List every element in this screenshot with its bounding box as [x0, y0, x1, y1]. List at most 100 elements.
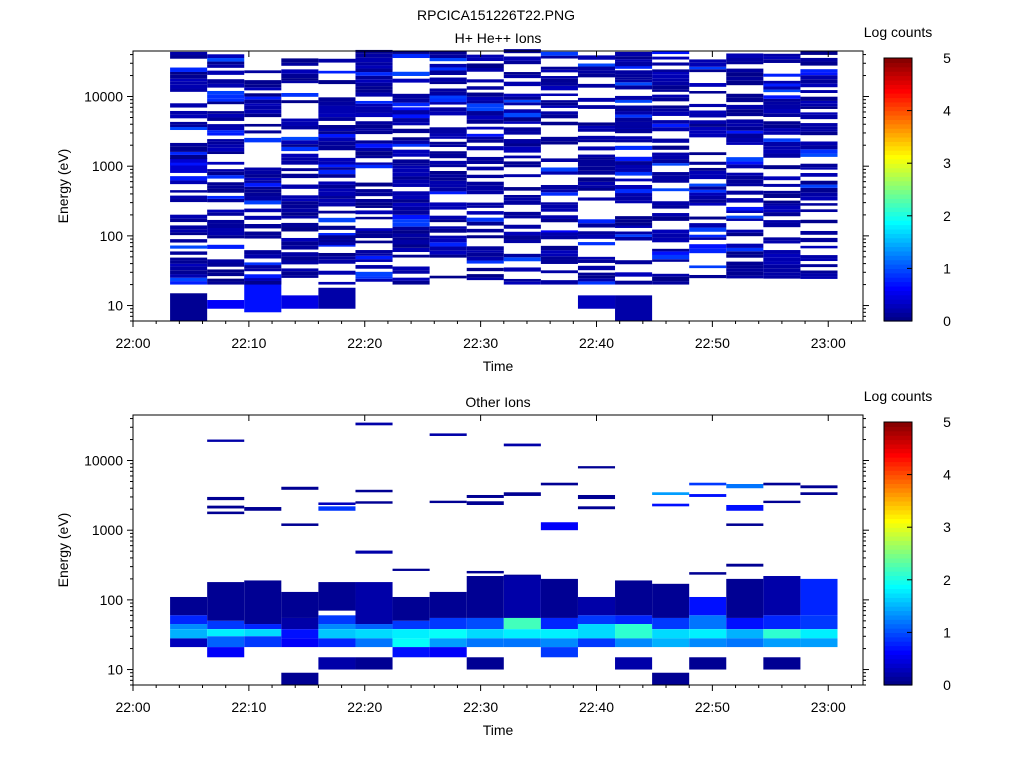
heatmap-cell [429, 95, 467, 99]
heatmap-cell [392, 153, 430, 157]
heatmap-cell [207, 144, 245, 148]
heatmap-cell [689, 265, 727, 269]
colorbar-segment [884, 628, 912, 633]
heatmap-cell [615, 236, 653, 241]
x-tick-label: 22:10 [231, 699, 266, 715]
heatmap-cell [355, 140, 393, 144]
heatmap-cell [429, 500, 467, 504]
heatmap-cell [466, 160, 504, 164]
heatmap-cell [244, 137, 282, 143]
heatmap-cell [763, 615, 801, 630]
heatmap-cell [726, 164, 764, 169]
colorbar-segment [884, 430, 912, 436]
heatmap-cell [763, 257, 801, 262]
colorbar-segment [884, 58, 912, 63]
heatmap-cell [689, 59, 727, 63]
heatmap-cell [170, 596, 208, 616]
heatmap-cell [615, 111, 653, 115]
heatmap-cell [318, 259, 356, 264]
heatmap-cell [466, 629, 504, 639]
heatmap-cell [540, 76, 578, 79]
heatmap-cell [540, 578, 578, 618]
heatmap-cell [429, 238, 467, 243]
heatmap-cell [429, 250, 467, 255]
heatmap-cell [318, 270, 356, 275]
heatmap-cell [466, 166, 504, 171]
heatmap-cell [652, 273, 690, 277]
heatmap-cell [281, 153, 319, 158]
heatmap-cell [207, 113, 245, 118]
heatmap-cell [244, 177, 282, 181]
heatmap-cell [763, 121, 801, 125]
heatmap-cell [689, 124, 727, 127]
heatmap-cell [689, 494, 727, 497]
heatmap-cell [503, 143, 541, 147]
heatmap-cell [318, 80, 356, 85]
heatmap-cell [652, 248, 690, 252]
heatmap-cell [244, 70, 282, 74]
colorbar-segment [884, 435, 912, 441]
x-tick-label: 22:50 [695, 699, 730, 715]
colorbar-segment [884, 452, 912, 458]
x-tick-label: 22:20 [347, 699, 382, 715]
heatmap-cell [466, 277, 504, 281]
heatmap-cell [392, 568, 430, 571]
heatmap-cell [503, 112, 541, 118]
heatmap-cell [355, 259, 393, 262]
heatmap-cell [281, 118, 319, 122]
colorbar-tick-label: 2 [943, 208, 951, 224]
heatmap-cell [615, 178, 653, 182]
x-tick-label: 22:00 [115, 335, 150, 351]
colorbar-segment [884, 294, 912, 300]
heatmap-cell [800, 126, 838, 130]
heatmap-cell [281, 256, 319, 261]
heatmap-cell [652, 155, 690, 160]
heatmap-cell [392, 98, 430, 103]
heatmap-cell [429, 91, 467, 96]
heatmap-cell [800, 258, 838, 262]
heatmap-cell [615, 234, 653, 237]
heatmap-cell [615, 216, 653, 220]
colorbar-segment [884, 93, 912, 99]
heatmap-cell [503, 215, 541, 219]
heatmap-cell [689, 234, 727, 238]
heatmap-cell [355, 143, 393, 148]
colorbar-segment [884, 150, 912, 156]
heatmap-cell [577, 278, 616, 282]
colorbar-segment [884, 610, 912, 616]
heatmap-cell [763, 124, 801, 129]
colorbar-segment [884, 566, 912, 572]
heatmap-cell [540, 69, 578, 73]
heatmap-cell [207, 259, 245, 263]
heatmap-cell [318, 210, 356, 214]
heatmap-cell [170, 176, 208, 181]
heatmap-cell [355, 657, 393, 670]
heatmap-cell [207, 262, 245, 267]
heatmap-cell [652, 503, 690, 507]
colorbar-tick-label: 3 [943, 519, 951, 535]
heatmap-cell [763, 95, 801, 99]
heatmap-cell [615, 145, 653, 150]
heatmap-cell [466, 246, 504, 251]
heatmap-cell [615, 219, 653, 223]
colorbar-segment [884, 422, 912, 427]
panel-title: Other Ions [465, 394, 530, 410]
heatmap-cell [763, 138, 801, 142]
heatmap-cell [207, 117, 245, 121]
heatmap-cell [540, 245, 578, 251]
heatmap-cell [466, 228, 504, 233]
heatmap-cell [540, 66, 578, 70]
heatmap-cell [244, 189, 282, 193]
heatmap-cell [689, 216, 727, 220]
heatmap-cell [503, 93, 541, 97]
colorbar-segment [884, 316, 912, 322]
heatmap-cell [763, 629, 801, 639]
heatmap-cell [615, 161, 653, 165]
heatmap-cell [318, 161, 356, 165]
heatmap-cell [540, 100, 578, 103]
heatmap-cell [800, 83, 838, 88]
heatmap-cell [281, 268, 319, 272]
heatmap-cell [429, 219, 467, 223]
heatmap-cell [652, 179, 690, 183]
heatmap-cell [244, 96, 282, 100]
